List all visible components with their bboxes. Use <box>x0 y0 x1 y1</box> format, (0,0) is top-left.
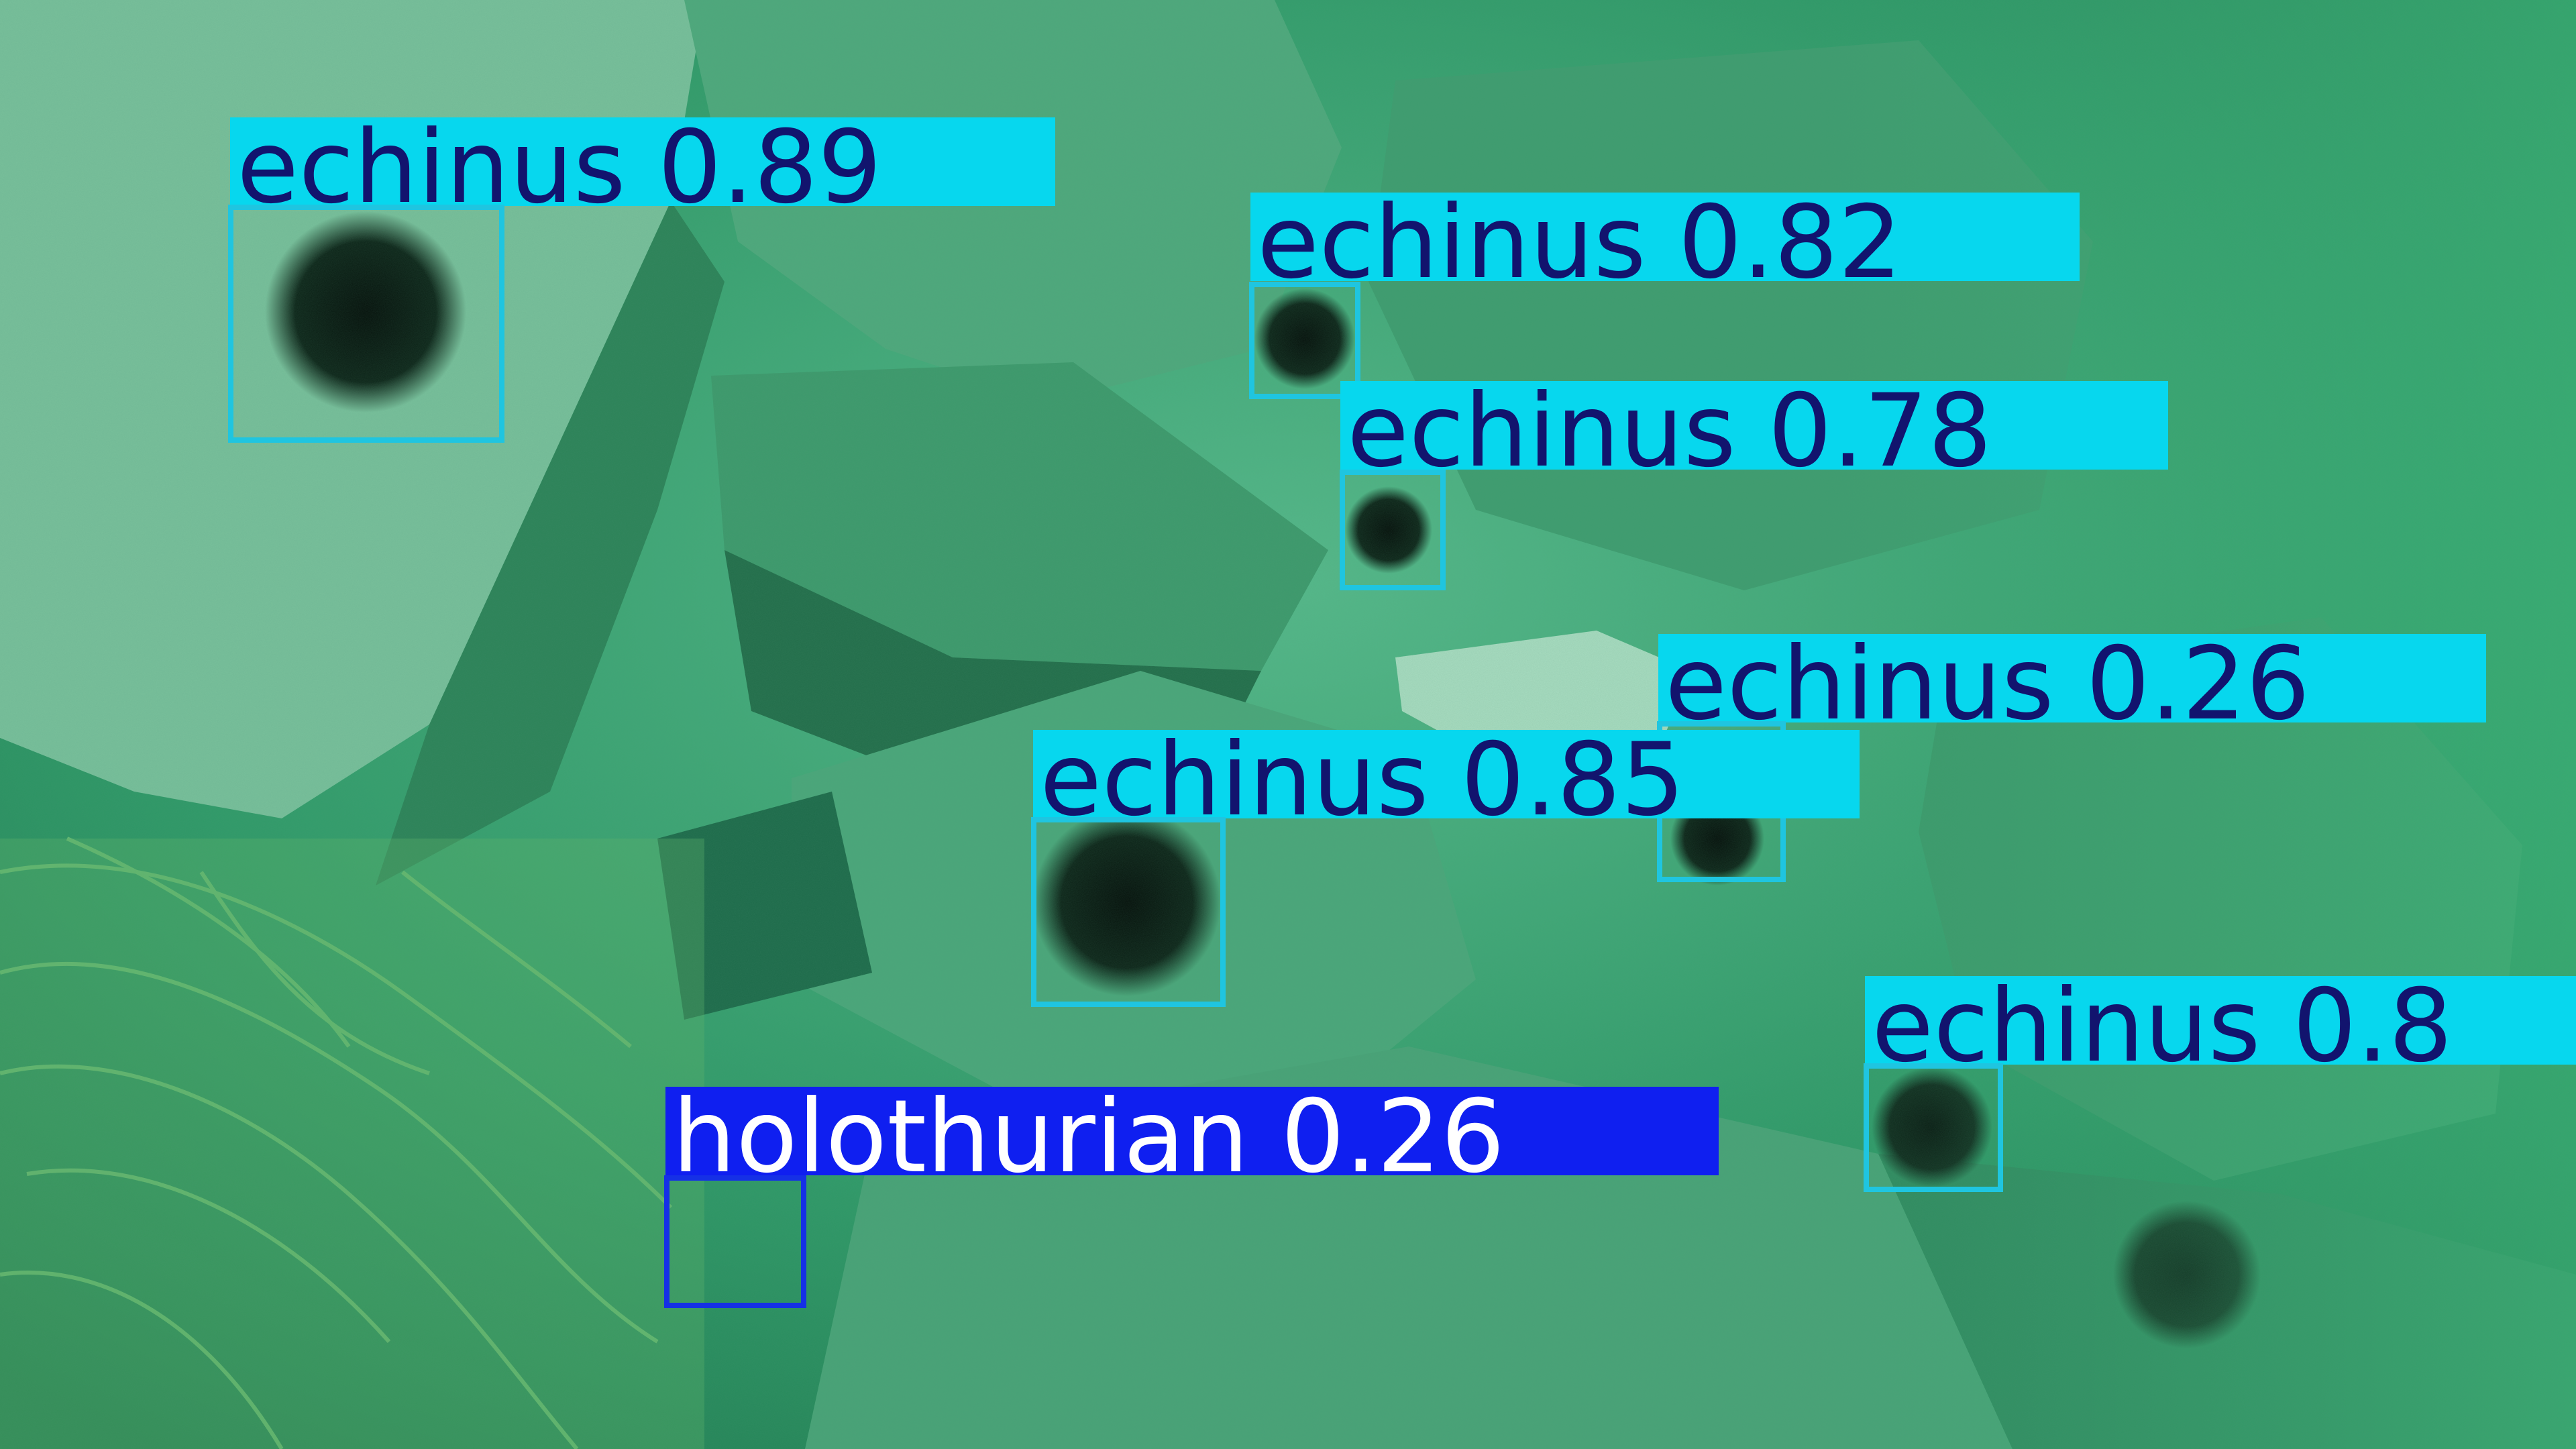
bounding-box <box>664 1175 806 1308</box>
detection-tag: echinus 0.78 <box>1340 381 2168 470</box>
bounding-box <box>1031 817 1226 1007</box>
bounding-box <box>228 205 504 443</box>
detection-tag: echinus 0.8 <box>1865 976 2576 1065</box>
detection-tag: echinus 0.26 <box>1658 634 2486 722</box>
bounding-box <box>1340 470 1446 590</box>
bounding-box <box>1864 1063 2003 1192</box>
detection-tag: echinus 0.89 <box>230 117 1055 206</box>
detection-tag: echinus 0.85 <box>1033 730 1860 818</box>
detection-tag: echinus 0.82 <box>1250 193 2080 281</box>
bounding-box <box>1249 282 1360 399</box>
detection-tag: holothurian 0.26 <box>665 1087 1719 1175</box>
